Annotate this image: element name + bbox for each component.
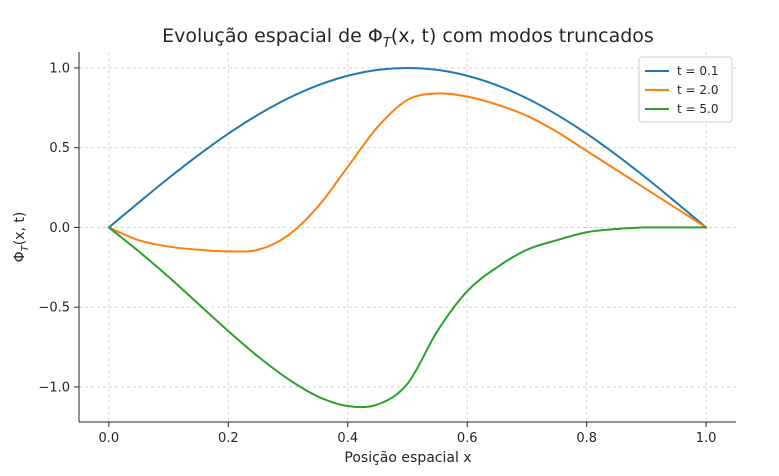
y-axis-label-main: Φ — [12, 251, 28, 262]
y-tick-label: 0.0 — [49, 221, 70, 236]
legend-label: t = 5.0 — [677, 102, 718, 116]
x-tick-label: 0.0 — [99, 431, 120, 446]
y-axis-label: ΦT(x, t) — [12, 212, 31, 263]
y-tick-label: −1.0 — [38, 380, 70, 395]
x-tick-label: 0.6 — [457, 431, 478, 446]
y-tick-label: −0.5 — [38, 301, 70, 316]
axes — [78, 52, 736, 423]
series-line-1 — [107, 66, 708, 229]
x-tick-label: 0.2 — [218, 431, 239, 446]
series-line-2 — [107, 92, 708, 253]
x-tick-label: 0.8 — [576, 431, 597, 446]
legend: t = 0.1 t = 2.0 t = 5.0 — [638, 56, 733, 123]
y-axis-label-subscript: T — [20, 244, 31, 251]
x-axis-label: Posição espacial x — [344, 450, 471, 466]
x-tick-label: 1.0 — [696, 431, 717, 446]
series-group — [107, 66, 708, 409]
ticks: 0.0 0.2 0.4 0.6 0.8 1.0 1.0 0.5 0.0 −0.5 −1.0 — [38, 61, 716, 446]
chart-title-main: Evolução espacial de Φ — [162, 25, 383, 47]
x-tick-label: 0.4 — [337, 431, 358, 446]
y-tick-label: 1.0 — [49, 61, 70, 76]
chart-title: Evolução espacial de ΦT(x, t) com modos … — [162, 25, 654, 51]
series-line-3 — [107, 226, 708, 409]
legend-box — [638, 56, 733, 123]
chart-title-subscript: T — [383, 36, 392, 51]
y-tick-label: 0.5 — [49, 141, 70, 156]
chart-title-suffix: (x, t) com modos truncados — [391, 25, 654, 47]
y-axis-label-suffix: (x, t) — [12, 212, 28, 246]
legend-label: t = 0.1 — [677, 64, 718, 78]
legend-label: t = 2.0 — [677, 83, 718, 97]
